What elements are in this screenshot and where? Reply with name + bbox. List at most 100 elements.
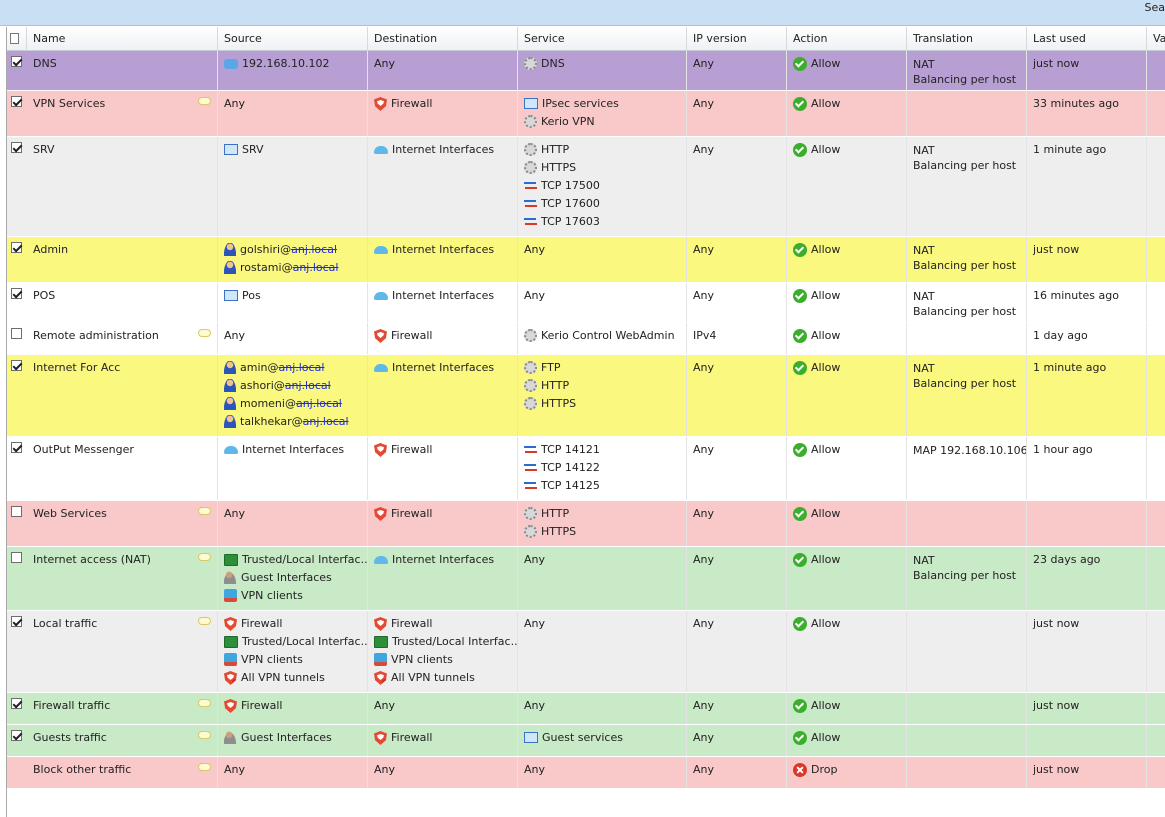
- action-cell[interactable]: Allow: [787, 237, 907, 282]
- ip-version-cell[interactable]: Any: [687, 91, 787, 136]
- source-cell[interactable]: Any: [218, 757, 368, 788]
- source-cell[interactable]: Trusted/Local Interfac... Guest Interface…: [218, 547, 368, 610]
- rule-name-cell[interactable]: DNS: [27, 51, 218, 90]
- translation-cell[interactable]: NAT Balancing per host: [907, 51, 1027, 90]
- destination-cell[interactable]: Internet Interfaces: [368, 237, 518, 282]
- service-cell[interactable]: Any: [518, 693, 687, 724]
- source-cell[interactable]: Pos: [218, 283, 368, 322]
- table-row[interactable]: Web Services Any Firewall HTTP HTTPS Any Allow: [7, 501, 1165, 547]
- rule-name-cell[interactable]: Guests traffic: [27, 725, 218, 756]
- ip-version-cell[interactable]: IPv4: [687, 323, 787, 354]
- ip-version-cell[interactable]: Any: [687, 137, 787, 236]
- destination-cell[interactable]: Firewall: [368, 323, 518, 354]
- service-cell[interactable]: HTTP HTTPS: [518, 501, 687, 546]
- rule-name-cell[interactable]: Block other traffic: [27, 757, 218, 788]
- source-cell[interactable]: Firewall Trusted/Local Interfac... VPN cli…: [218, 611, 368, 692]
- rule-name-cell[interactable]: Internet For Acc: [27, 355, 218, 436]
- ip-version-cell[interactable]: Any: [687, 437, 787, 500]
- rule-enabled-checkbox[interactable]: [11, 360, 22, 371]
- destination-cell[interactable]: Firewall: [368, 91, 518, 136]
- destination-cell[interactable]: Any: [368, 757, 518, 788]
- translation-cell[interactable]: [907, 611, 1027, 692]
- rule-name-cell[interactable]: POS: [27, 283, 218, 322]
- translation-cell[interactable]: [907, 91, 1027, 136]
- source-cell[interactable]: 192.168.10.102: [218, 51, 368, 90]
- source-cell[interactable]: golshiri@ anj.local rostami@ anj.local: [218, 237, 368, 282]
- destination-cell[interactable]: Firewall: [368, 725, 518, 756]
- translation-cell[interactable]: NAT Balancing per host: [907, 283, 1027, 322]
- action-cell[interactable]: Allow: [787, 283, 907, 322]
- rule-enabled-checkbox[interactable]: [11, 242, 22, 253]
- translation-cell[interactable]: [907, 757, 1027, 788]
- service-cell[interactable]: FTP HTTP HTTPS: [518, 355, 687, 436]
- rule-name-cell[interactable]: Local traffic: [27, 611, 218, 692]
- ip-version-cell[interactable]: Any: [687, 51, 787, 90]
- column-header-service[interactable]: Service: [518, 27, 687, 51]
- rule-name-cell[interactable]: Admin: [27, 237, 218, 282]
- table-row[interactable]: Block other traffic Any Any Any Any Drop just …: [7, 757, 1165, 789]
- action-cell[interactable]: Allow: [787, 91, 907, 136]
- ip-version-cell[interactable]: Any: [687, 283, 787, 322]
- rule-enabled-checkbox[interactable]: [11, 552, 22, 563]
- service-cell[interactable]: HTTP HTTPS TCP 17500 TCP 17600 TCP 17603: [518, 137, 687, 236]
- service-cell[interactable]: Guest services: [518, 725, 687, 756]
- comment-icon[interactable]: [198, 553, 211, 561]
- source-cell[interactable]: Any: [218, 501, 368, 546]
- translation-cell[interactable]: NAT Balancing per host: [907, 547, 1027, 610]
- table-row[interactable]: VPN Services Any Firewall IPsec services Ker…: [7, 91, 1165, 137]
- table-row[interactable]: Remote administration Any Firewall Kerio Co…: [7, 323, 1165, 355]
- rule-enabled-checkbox[interactable]: [11, 616, 22, 627]
- rule-name-cell[interactable]: SRV: [27, 137, 218, 236]
- service-cell[interactable]: Any: [518, 237, 687, 282]
- column-header-translation[interactable]: Translation: [907, 27, 1027, 51]
- action-cell[interactable]: Drop: [787, 757, 907, 788]
- rule-enabled-checkbox[interactable]: [11, 142, 22, 153]
- table-row[interactable]: POS Pos Internet Interfaces Any Any Allow NAT B…: [7, 283, 1165, 323]
- table-row[interactable]: SRV SRV Internet Interfaces HTTP HTTPS TCP 17…: [7, 137, 1165, 237]
- service-cell[interactable]: DNS: [518, 51, 687, 90]
- action-cell[interactable]: Allow: [787, 137, 907, 236]
- action-cell[interactable]: Allow: [787, 355, 907, 436]
- service-cell[interactable]: IPsec services Kerio VPN: [518, 91, 687, 136]
- translation-cell[interactable]: [907, 323, 1027, 354]
- search-label[interactable]: Sea: [1144, 1, 1165, 14]
- table-row[interactable]: Admin golshiri@ anj.local rostami@ anj.local…: [7, 237, 1165, 283]
- rule-enabled-checkbox[interactable]: [11, 96, 22, 107]
- destination-cell[interactable]: Internet Interfaces: [368, 355, 518, 436]
- ip-version-cell[interactable]: Any: [687, 725, 787, 756]
- table-row[interactable]: Firewall traffic Firewall Any Any Any Allow ju…: [7, 693, 1165, 725]
- table-row[interactable]: Local traffic Firewall Trusted/Local Inter…: [7, 611, 1165, 693]
- ip-version-cell[interactable]: Any: [687, 611, 787, 692]
- table-row[interactable]: DNS 192.168.10.102 Any DNS Any Allow NAT Balanc…: [7, 51, 1165, 91]
- action-cell[interactable]: Allow: [787, 611, 907, 692]
- table-row[interactable]: Internet For Acc amin@ anj.local ashori@ anj…: [7, 355, 1165, 437]
- source-cell[interactable]: Internet Interfaces: [218, 437, 368, 500]
- service-cell[interactable]: Any: [518, 547, 687, 610]
- service-cell[interactable]: Any: [518, 757, 687, 788]
- rule-enabled-checkbox[interactable]: [11, 56, 22, 67]
- ip-version-cell[interactable]: Any: [687, 757, 787, 788]
- column-chooser-icon[interactable]: [7, 27, 27, 51]
- source-cell[interactable]: Any: [218, 323, 368, 354]
- service-cell[interactable]: Kerio Control WebAdmin: [518, 323, 687, 354]
- action-cell[interactable]: Allow: [787, 437, 907, 500]
- table-row[interactable]: Internet access (NAT) Trusted/Local Inter…: [7, 547, 1165, 611]
- translation-cell[interactable]: [907, 725, 1027, 756]
- rule-enabled-checkbox[interactable]: [11, 442, 22, 453]
- table-row[interactable]: OutPut Messenger Internet Interfaces Firew…: [7, 437, 1165, 501]
- translation-cell[interactable]: [907, 501, 1027, 546]
- action-cell[interactable]: Allow: [787, 725, 907, 756]
- column-header-name[interactable]: Name: [27, 27, 218, 51]
- service-cell[interactable]: Any: [518, 283, 687, 322]
- service-cell[interactable]: Any: [518, 611, 687, 692]
- comment-icon[interactable]: [198, 763, 211, 771]
- source-cell[interactable]: Firewall: [218, 693, 368, 724]
- rule-enabled-checkbox[interactable]: [11, 288, 22, 299]
- column-header-ip-version[interactable]: IP version: [687, 27, 787, 51]
- comment-icon[interactable]: [198, 97, 211, 105]
- column-header-source[interactable]: Source: [218, 27, 368, 51]
- translation-cell[interactable]: NAT Balancing per host: [907, 355, 1027, 436]
- rule-enabled-checkbox[interactable]: [11, 698, 22, 709]
- table-row[interactable]: Guests traffic Guest Interfaces Firewall Gu…: [7, 725, 1165, 757]
- column-header-action[interactable]: Action: [787, 27, 907, 51]
